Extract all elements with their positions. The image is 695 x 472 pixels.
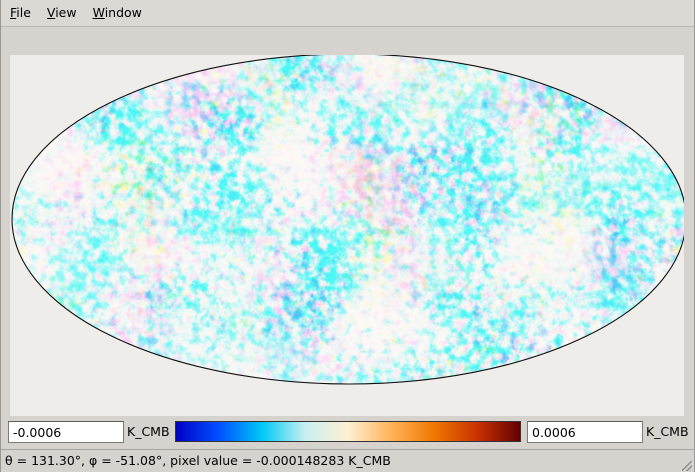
resize-grip-icon[interactable] [682, 461, 692, 471]
min-value-input[interactable] [8, 421, 124, 443]
map-outline [11, 55, 684, 385]
status-bar: θ = 131.30°, φ = -51.08°, pixel value = … [1, 449, 694, 472]
menu-bar: File View Window [1, 0, 694, 27]
status-readout: θ = 131.30°, φ = -51.08°, pixel value = … [5, 453, 391, 468]
menu-view-mnemonic: V [46, 5, 56, 20]
toolbar-area [1, 27, 694, 53]
colorbar-gradient [175, 421, 521, 442]
menu-view-label: iew [55, 5, 77, 20]
menu-view[interactable]: View [38, 0, 84, 26]
color-scale-bar: K_CMB K_CMB [1, 418, 694, 448]
menu-file-label: ile [16, 5, 31, 20]
menu-file-mnemonic: F [10, 5, 17, 20]
min-unit-label: K_CMB [127, 424, 170, 439]
max-value-input[interactable] [527, 421, 643, 443]
mollweide-map[interactable] [10, 55, 684, 416]
max-unit-label: K_CMB [646, 424, 689, 439]
menu-window[interactable]: Window [84, 0, 149, 26]
menu-window-mnemonic: W [92, 5, 105, 20]
menu-file[interactable]: File [1, 0, 38, 26]
menu-window-label: indow [104, 5, 142, 20]
sky-map-canvas[interactable] [10, 55, 684, 416]
map-pixels [12, 55, 684, 384]
